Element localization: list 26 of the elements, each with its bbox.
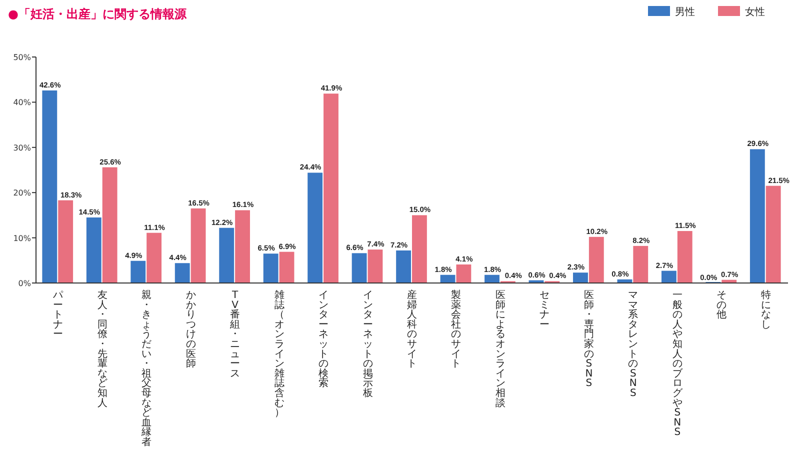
y-tick-label: 30%	[13, 143, 32, 152]
category-label: 一般の人や知人のブログやSNS	[672, 290, 682, 438]
category-label: 友人・同僚・先輩など知人	[97, 290, 108, 409]
x-tick-label: その他	[716, 290, 727, 321]
legend-label: 男性	[675, 6, 695, 18]
x-tick-label: 特になし	[760, 289, 771, 330]
x-tick-label: 製薬会社のサイト	[451, 289, 462, 370]
y-tick-label: 40%	[13, 98, 32, 108]
category-label: インターネットの検索	[318, 290, 329, 390]
category-label: TV番組・ニュース	[230, 290, 240, 380]
category-label: 雑誌（オンライン雑誌含む）	[274, 290, 284, 419]
chart-title: ●「妊活・出産」に関する情報源	[8, 7, 188, 21]
x-tick-label: かかりつけの医師	[186, 290, 196, 370]
category-label: 医師・専門家のSNS	[584, 290, 594, 390]
x-tick-label: 産婦人科のサイト	[407, 289, 417, 370]
y-tick-label: 0%	[18, 279, 32, 288]
y-tick-label: 20%	[13, 188, 32, 198]
y-tick-label: 50%	[13, 53, 32, 62]
y-tick-label: 10%	[13, 234, 32, 243]
legend-label: 女性	[745, 6, 765, 18]
x-tick-label: セミナー	[540, 290, 550, 330]
category-label: ママ系タレントのSNS	[628, 290, 638, 399]
category-label: 医師によるオンライン相談	[495, 290, 506, 409]
category-label: インターネットの掲示板	[362, 290, 373, 399]
category-label: 親・きょうだい・祖父母など血縁者	[142, 290, 152, 448]
x-tick-label: パートナー	[52, 290, 64, 340]
